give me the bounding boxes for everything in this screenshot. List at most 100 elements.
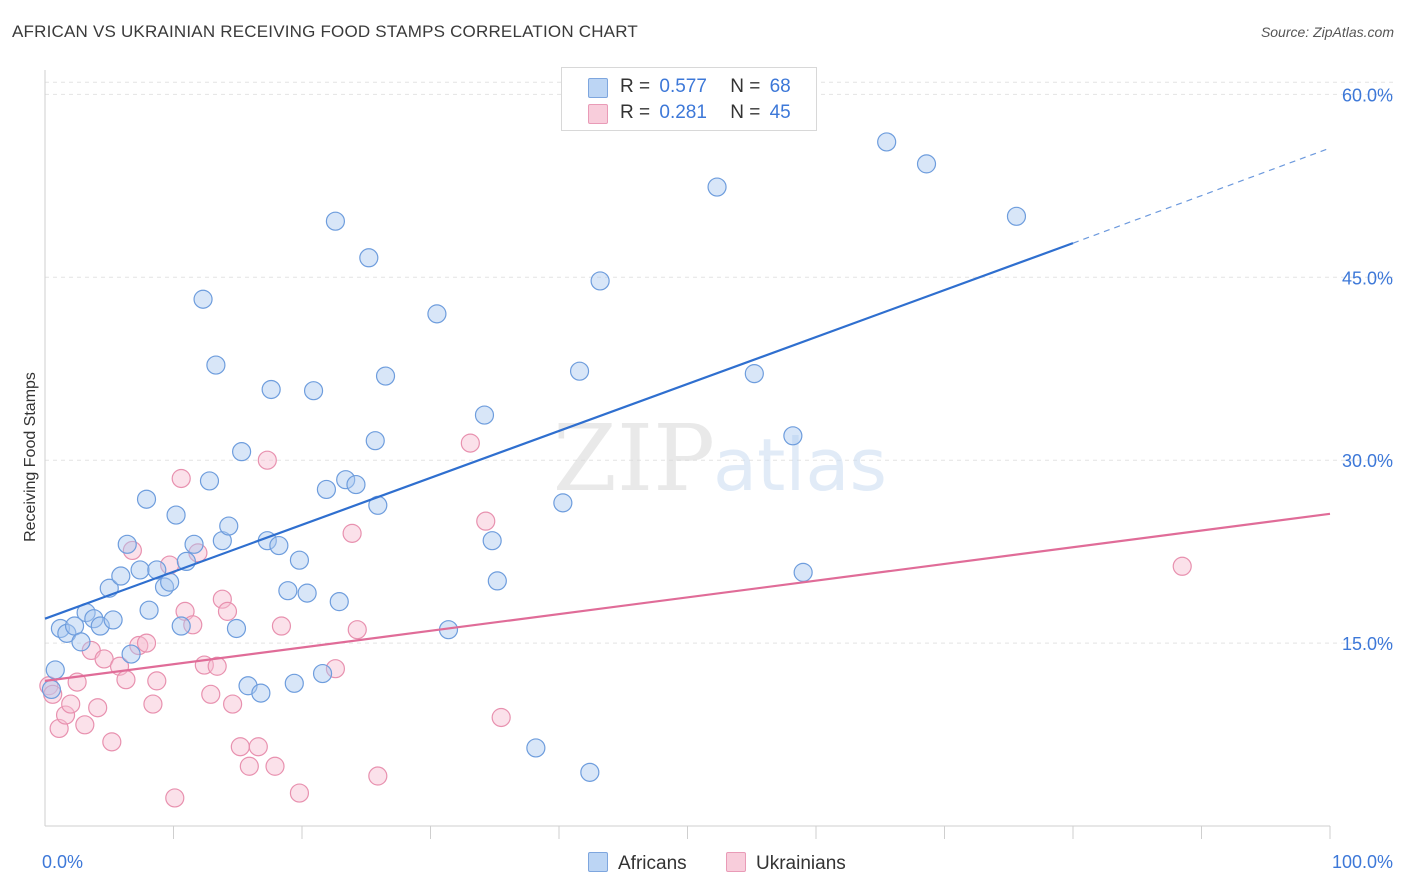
africans-point	[71, 632, 91, 652]
ukrainians-trend-line	[44, 512, 1331, 682]
africans-point	[793, 562, 813, 582]
africans-point	[45, 660, 65, 680]
ukrainians-point	[207, 656, 227, 676]
y-tick-labels: 15.0% 30.0% 45.0% 60.0%	[1342, 85, 1393, 654]
africans-point	[136, 489, 157, 509]
ukrainians-point	[368, 766, 388, 786]
africans-point	[199, 471, 220, 491]
africans-point	[206, 355, 226, 375]
ukrainians-point	[325, 659, 346, 679]
africans-point	[744, 364, 764, 384]
africans-point	[359, 248, 379, 268]
africans-point	[297, 583, 317, 603]
legend-n-label: N =	[730, 102, 761, 123]
africans-point	[783, 426, 803, 446]
ukrainians-point	[257, 450, 277, 470]
correlation-legend: R = 0.577 N = 68 R = 0.281 N = 45	[561, 67, 817, 131]
legend-n-label: N =	[730, 76, 761, 97]
africans-point	[365, 431, 385, 451]
ukrainians-point	[122, 540, 142, 561]
africans-point	[474, 405, 495, 425]
ukrainians-point	[165, 788, 185, 808]
africans-point	[261, 379, 281, 400]
ukrainians-point	[102, 732, 122, 752]
y-tick-label: 15.0%	[1342, 634, 1393, 654]
africans-point	[336, 470, 356, 490]
africans-trend-line	[44, 242, 1074, 620]
gridlines	[45, 81, 1395, 644]
africans-point	[329, 592, 349, 612]
bottom-legend-label-africans: Africans	[618, 853, 687, 874]
africans-point	[84, 609, 104, 629]
bottom-legend-africans: Africans	[588, 852, 687, 875]
ukrainians-point	[136, 633, 157, 653]
ukrainians-points	[39, 433, 1192, 808]
ukrainians-point	[239, 756, 259, 776]
ukrainians-point	[201, 684, 221, 704]
watermark-atlas: atlas	[713, 423, 887, 507]
ukrainians-point	[476, 511, 496, 531]
ukrainians-point	[116, 670, 136, 690]
africans-point	[482, 531, 502, 551]
ukrainians-point	[55, 705, 76, 725]
ukrainians-point	[94, 649, 114, 669]
africans-point	[184, 534, 204, 554]
ukrainians-point	[230, 737, 250, 757]
chart-title: AFRICAN VS UKRAINIAN RECEIVING FOOD STAM…	[12, 22, 638, 41]
trend-lines	[44, 147, 1331, 682]
bottom-legend-swatch-africans	[588, 852, 608, 872]
bottom-legend-ukrainians: Ukrainians	[726, 852, 846, 875]
africans-point	[130, 560, 150, 580]
africans-point	[111, 566, 131, 586]
africans-point	[316, 479, 337, 500]
ukrainians-point	[460, 433, 480, 453]
africans-point	[569, 361, 590, 381]
africans-point	[166, 505, 186, 525]
africans-point	[590, 271, 610, 291]
ukrainians-point	[171, 468, 191, 489]
africans-point	[346, 474, 366, 495]
africans-point	[1006, 206, 1027, 226]
africans-point	[219, 516, 239, 536]
africans-point	[103, 610, 123, 630]
africans-point	[877, 132, 897, 152]
ukrainians-point	[143, 694, 163, 714]
ukrainians-point	[212, 589, 232, 609]
africans-trend-extension	[1072, 147, 1331, 244]
ukrainians-point	[271, 616, 292, 636]
x-tick-label-max: 100.0%	[1331, 852, 1393, 872]
legend-r-value-africans: 0.577	[659, 76, 707, 97]
africans-point	[269, 535, 289, 556]
ukrainians-point	[61, 694, 81, 714]
ukrainians-point	[1172, 556, 1192, 576]
legend-swatch-ukrainians	[588, 104, 608, 124]
legend-r-value-ukrainians: 0.281	[659, 102, 707, 123]
legend-n-value-ukrainians: 45	[769, 102, 791, 123]
africans-point	[171, 616, 191, 636]
africans-point	[312, 663, 333, 684]
ukrainians-point	[289, 783, 310, 803]
source-note: Source: ZipAtlas.com	[1260, 24, 1394, 40]
africans-point	[226, 618, 247, 639]
y-tick-label: 45.0%	[1342, 268, 1393, 288]
africans-point	[232, 442, 252, 462]
ukrainians-point	[223, 694, 243, 714]
legend-n-value-africans: 68	[769, 76, 791, 97]
africans-point	[580, 762, 600, 782]
legend-swatch-africans	[588, 78, 608, 98]
africans-point	[121, 644, 141, 664]
watermark-zip: ZIP	[553, 405, 715, 512]
africans-point	[487, 571, 507, 591]
ukrainians-point	[147, 671, 167, 691]
africans-points	[41, 132, 1027, 782]
africans-point	[193, 289, 213, 309]
africans-point	[251, 683, 271, 703]
africans-point	[41, 679, 62, 700]
legend-r-label: R =	[620, 76, 651, 97]
africans-point	[553, 493, 573, 513]
ukrainians-point	[217, 601, 238, 621]
africans-point	[916, 154, 937, 174]
ukrainians-point	[248, 737, 268, 757]
africans-point	[325, 211, 346, 231]
